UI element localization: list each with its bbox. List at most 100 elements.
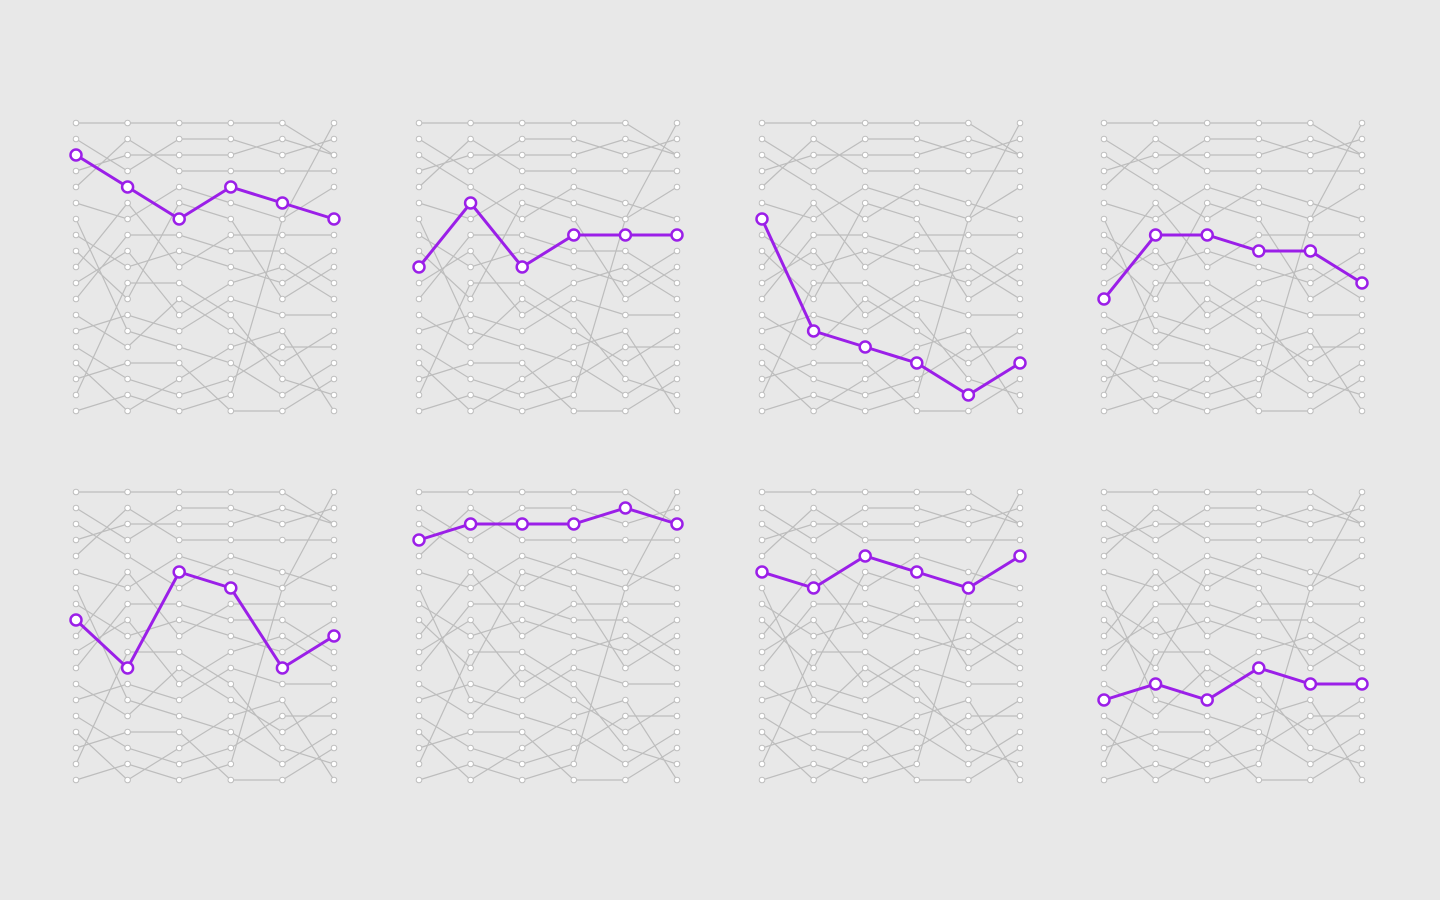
point: [1203, 151, 1211, 159]
point: [330, 311, 338, 319]
point: [518, 183, 526, 191]
point: [1307, 536, 1314, 544]
point: [861, 584, 869, 592]
point: [124, 696, 131, 704]
point: [1255, 183, 1263, 191]
point: [1203, 712, 1211, 720]
point: [1203, 391, 1211, 399]
point: [124, 648, 131, 656]
highlight-point: [412, 260, 426, 274]
point: [467, 359, 474, 367]
point: [1100, 119, 1108, 127]
point: [570, 680, 578, 688]
point: [415, 504, 423, 512]
point: [1152, 391, 1159, 399]
point: [810, 728, 817, 736]
point: [1255, 119, 1263, 127]
point: [758, 375, 766, 383]
point: [1307, 359, 1314, 367]
point: [758, 616, 766, 624]
panel: [69, 488, 341, 784]
point: [810, 295, 817, 303]
point: [861, 568, 869, 576]
point: [861, 295, 869, 303]
point: [1307, 696, 1314, 704]
point: [72, 744, 80, 752]
point: [330, 279, 338, 287]
highlight-point: [463, 196, 478, 210]
point: [758, 135, 766, 143]
line: [761, 202, 1020, 268]
line: [761, 298, 1021, 364]
point: [1255, 295, 1263, 303]
point: [1152, 167, 1159, 175]
point: [72, 664, 80, 672]
point: [1203, 375, 1211, 383]
point: [1203, 247, 1211, 255]
point: [913, 343, 921, 351]
point: [1152, 375, 1159, 383]
point: [467, 407, 474, 415]
point: [1307, 648, 1314, 656]
line: [761, 234, 1021, 284]
highlight-point: [1303, 244, 1318, 258]
point: [570, 584, 578, 592]
point: [1255, 135, 1263, 143]
point: [279, 728, 286, 736]
point: [965, 520, 972, 528]
point: [758, 311, 766, 319]
point: [415, 407, 423, 415]
point: [415, 311, 423, 319]
line: [761, 491, 1021, 781]
point: [758, 391, 766, 399]
point: [913, 488, 921, 496]
point: [570, 343, 578, 351]
point: [1307, 600, 1314, 608]
point: [415, 391, 423, 399]
point: [1255, 375, 1263, 383]
point: [965, 488, 972, 496]
point: [965, 247, 972, 255]
line: [761, 138, 1021, 172]
point: [72, 552, 80, 560]
point: [673, 664, 681, 672]
point: [758, 295, 766, 303]
point: [124, 776, 131, 784]
point: [1100, 167, 1108, 175]
point: [913, 648, 921, 656]
highlight-point: [1148, 228, 1163, 242]
point: [622, 247, 629, 255]
point: [758, 664, 766, 672]
line: [75, 507, 335, 541]
point: [330, 263, 338, 271]
point: [861, 199, 869, 207]
point: [1307, 488, 1314, 496]
point: [279, 744, 286, 752]
point: [518, 504, 526, 512]
point: [518, 311, 526, 319]
point: [810, 744, 817, 752]
point: [227, 728, 235, 736]
point: [518, 600, 526, 608]
point: [330, 119, 338, 127]
point: [330, 712, 338, 720]
line: [418, 507, 678, 541]
point: [1255, 327, 1263, 335]
point: [810, 504, 817, 512]
line: [1103, 202, 1363, 300]
point: [72, 215, 80, 223]
point: [279, 712, 286, 720]
point: [1100, 391, 1108, 399]
highlight-point: [224, 581, 238, 595]
point: [175, 263, 183, 271]
point: [622, 584, 629, 592]
point: [72, 343, 80, 351]
point: [965, 632, 972, 640]
point: [72, 183, 80, 191]
point: [415, 151, 423, 159]
point: [1152, 295, 1159, 303]
point: [570, 391, 578, 399]
point: [1307, 504, 1314, 512]
point: [1016, 632, 1024, 640]
